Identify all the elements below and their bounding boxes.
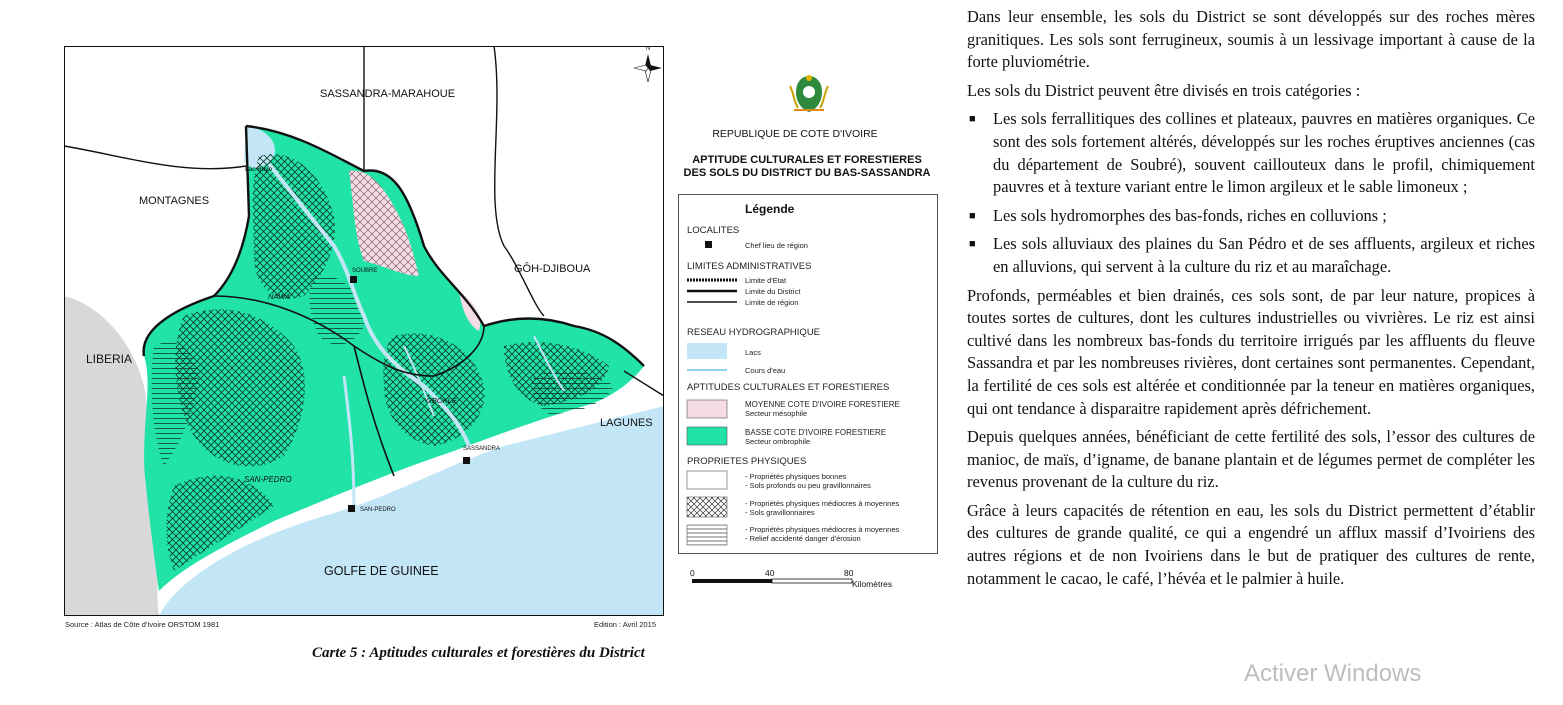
soil-list: ■ Les sols ferrallitiques des collines et…: [967, 108, 1535, 278]
label-liberia: LIBERIA: [86, 352, 132, 366]
scale-tick-40: 40: [765, 568, 775, 578]
map-title-line2: DES SOLS DU DISTRICT DU BAS-SASSANDRA: [683, 167, 931, 179]
label-san-pedro-town: SAN-PEDRO: [360, 507, 396, 513]
label-nawa: NAWA: [268, 292, 290, 301]
legend-moyenne-swatch: [686, 399, 728, 419]
legend-lacs: Lacs: [745, 348, 761, 357]
legend-moyenne-sub: Secteur mésophile: [745, 409, 807, 418]
legend-limite-etat: Limite d'Etat: [745, 276, 787, 285]
north-label: N: [646, 46, 650, 52]
label-sassandra-marahoue: SASSANDRA-MARAHOUE: [320, 88, 455, 100]
map-source: Source : Atlas de Côte d'Ivoire ORSTOM 1…: [65, 620, 220, 629]
soubre-marker: [350, 276, 357, 283]
paragraph-4: Depuis quelques années, bénéficiant de c…: [967, 427, 1535, 492]
list-item: ■ Les sols hydromorphes des bas-fonds, ri…: [967, 205, 1535, 228]
map-legend: Légende LOCALITES Chef lieu de région LI…: [678, 194, 938, 554]
paragraph-5: Grâce à leurs capacités de rétention en …: [967, 500, 1535, 588]
legend-proprietes: PROPRIETES PHYSIQUES: [687, 456, 806, 467]
legend-p3-swatch: [686, 524, 728, 546]
coat-of-arms-icon: [786, 74, 832, 114]
legend-lacs-swatch: [687, 343, 727, 359]
legend-basse-title: BASSE COTE D'IVOIRE FORESTIERE: [745, 428, 886, 437]
legend-p2-swatch: [686, 496, 728, 518]
san-pedro-marker: [348, 505, 355, 512]
legend-p1-a: - Propriétés physiques bonnes: [745, 472, 847, 481]
legend-title: Légende: [745, 202, 795, 216]
label-sassandra: SASSANDRA: [463, 446, 500, 452]
body-text: Dans leur ensemble, les sols du District…: [967, 6, 1535, 596]
windows-activation-watermark[interactable]: Activer Windows: [1244, 660, 1422, 687]
gravel-zone-west: [175, 309, 305, 467]
label-lagunes: LAGUNES: [600, 417, 653, 429]
legend-limite-district: Limite du District: [745, 287, 801, 296]
legend-p3-a: - Propriétés physiques médiocres à moyen…: [745, 525, 899, 534]
san-pedro-river: [342, 375, 356, 507]
map-caption: Carte 5 : Aptitudes culturales et forest…: [312, 645, 645, 661]
gravel-zone-north: [252, 154, 335, 299]
scale-tick-0: 0: [690, 568, 695, 578]
liberia-area: [64, 296, 159, 616]
bullet-icon: ■: [969, 209, 976, 222]
district-boundary: [245, 124, 645, 367]
legend-p3-b: - Relief accidenté danger d'érosion: [745, 534, 861, 543]
label-soubre: SOUBRE: [352, 268, 377, 274]
gravel-zone-center: [383, 333, 485, 446]
legend-moyenne-title: MOYENNE COTE D'IVOIRE FORESTIERE: [745, 400, 900, 409]
legend-p1-swatch: [686, 470, 728, 490]
scale-unit: Kilomètres: [852, 579, 892, 589]
sea-area: [159, 406, 664, 616]
legend-basse-sub: Secteur ombrophile: [745, 437, 810, 446]
legend-cours: Cours d'eau: [745, 366, 785, 375]
label-goh-djiboua: GÔH-DJIBOUA: [514, 262, 591, 275]
label-lac-buyo: Lac Buyo: [245, 166, 272, 173]
legend-reseau: RESEAU HYDROGRAPHIQUE: [687, 327, 820, 338]
sassandra-marker: [463, 457, 470, 464]
paragraph-1: Dans leur ensemble, les sols du District…: [967, 7, 1535, 72]
list-item: ■ Les sols ferrallitiques des collines et…: [969, 109, 1535, 197]
map-title-line1: APTITUDE CULTURALES ET FORESTIERES: [692, 154, 922, 166]
label-gbokle: GBOKLE: [426, 396, 458, 405]
map-frame-border: [64, 46, 664, 616]
paragraph-2: Les sols du District peuvent être divisé…: [967, 80, 1361, 100]
scale-bar: 0 40 80 Kilomètres: [686, 566, 916, 597]
legend-limite-region: Limite de région: [745, 298, 798, 307]
legend-localites: LOCALITES: [687, 225, 739, 236]
legend-p2-a: - Propriétés physiques médiocres à moyen…: [745, 499, 899, 508]
district-map: N SASSANDRA-MARAHOUE MONTAGNES GÔH-DJIBO…: [64, 46, 664, 616]
north-arrow-icon: N: [633, 46, 662, 83]
legend-basse-swatch: [686, 426, 728, 446]
paragraph-3: Profonds, perméables et bien drainés, ce…: [967, 285, 1535, 418]
bullet-icon: ■: [969, 113, 976, 126]
map-edition: Edition : Avril 2015: [594, 620, 656, 629]
legend-aptitudes: APTITUDES CULTURALES ET FORESTIERES: [687, 382, 889, 393]
legend-limites: LIMITES ADMINISTRATIVES: [687, 261, 811, 272]
label-montagnes: MONTAGNES: [139, 195, 209, 207]
legend-p2-b: - Sols gravillonnaires: [745, 508, 815, 517]
scale-tick-80: 80: [844, 568, 854, 578]
legend-p1-b: - Sols profonds ou peu gravillonnaires: [745, 481, 871, 490]
list-item: ■ Les sols alluviaux des plaines du San P…: [969, 234, 1535, 276]
label-golfe-de-guinee: GOLFE DE GUINEE: [324, 564, 439, 578]
legend-chef-lieu: Chef lieu de région: [745, 241, 808, 250]
bullet-icon: ■: [969, 238, 976, 251]
sassandra-river: [267, 162, 471, 447]
map-title: APTITUDE CULTURALES ET FORESTIERES DES S…: [666, 154, 948, 180]
relief-zone-west: [151, 342, 199, 466]
label-san-pedro-region: SAN-PEDRO: [244, 475, 292, 484]
legend-chef-lieu-symbol: [705, 241, 712, 248]
republic-label: REPUBLIQUE DE COTE D'IVOIRE: [712, 128, 878, 140]
region-boundary: [213, 295, 485, 377]
